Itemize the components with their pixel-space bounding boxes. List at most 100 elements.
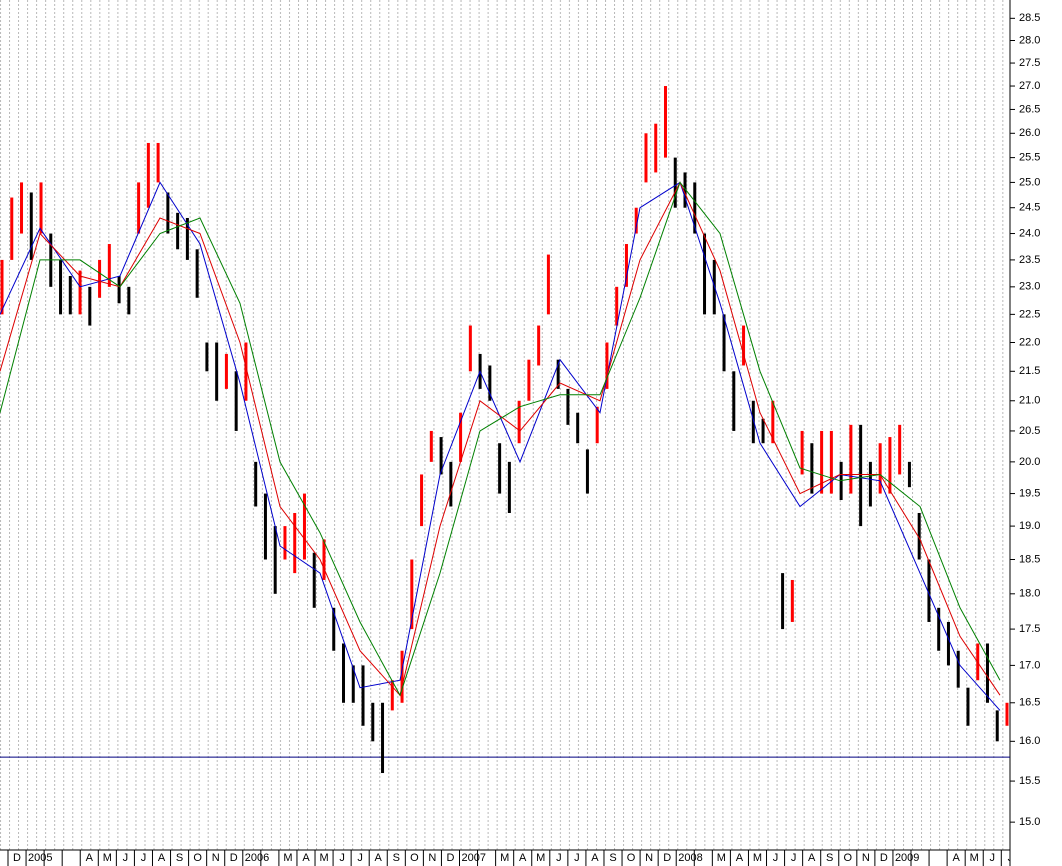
price-bar bbox=[459, 412, 463, 462]
price-bar bbox=[205, 342, 209, 372]
price-bar bbox=[185, 217, 189, 260]
price-bar bbox=[312, 552, 316, 608]
x-axis-labels: D 2005 A M J J A S O N D 2006 M A M J J A S O N D 2007 M A M J J A S O… bbox=[7, 850, 1010, 866]
x-tick-label: O bbox=[193, 852, 202, 864]
price-bar bbox=[546, 254, 550, 315]
y-tick-label: 25.5 bbox=[1019, 152, 1040, 164]
price-bar bbox=[10, 197, 14, 260]
x-tick-label: 2009 bbox=[895, 852, 919, 864]
x-tick-label: M bbox=[717, 852, 726, 864]
price-bar bbox=[420, 474, 424, 527]
price-bar bbox=[137, 182, 141, 234]
x-tick-label: A bbox=[591, 852, 599, 864]
price-bar bbox=[146, 142, 150, 208]
price-bar bbox=[283, 526, 287, 560]
x-tick-label: D bbox=[13, 852, 21, 864]
price-bar bbox=[498, 443, 502, 494]
x-tick-label: A bbox=[158, 852, 166, 864]
price-bar bbox=[742, 325, 746, 366]
x-tick-label: J bbox=[123, 852, 129, 864]
y-tick-label: 28.5 bbox=[1019, 12, 1040, 24]
y-tick-label: 23.5 bbox=[1019, 254, 1040, 266]
price-bar bbox=[995, 710, 999, 742]
price-bar bbox=[20, 182, 24, 234]
x-tick-label: J bbox=[357, 852, 363, 864]
price-bar bbox=[888, 437, 892, 494]
x-tick-label: A bbox=[519, 852, 527, 864]
x-tick-label: N bbox=[645, 852, 653, 864]
price-bar bbox=[254, 461, 258, 507]
price-bar bbox=[761, 418, 765, 444]
x-tick-label: N bbox=[862, 852, 870, 864]
x-tick-label: J bbox=[339, 852, 345, 864]
y-tick-label: 18.0 bbox=[1019, 588, 1040, 600]
price-bar bbox=[59, 259, 63, 315]
price-bar bbox=[517, 400, 521, 444]
moving-average bbox=[0, 181, 1001, 697]
price-bar bbox=[468, 325, 472, 372]
price-bar bbox=[966, 687, 970, 726]
y-tick-label: 21.0 bbox=[1019, 395, 1040, 407]
price-bar bbox=[381, 702, 385, 774]
x-tick-label: 2008 bbox=[678, 852, 702, 864]
price-bar bbox=[449, 461, 453, 507]
x-tick-label: A bbox=[952, 852, 960, 864]
price-bar bbox=[488, 365, 492, 401]
x-tick-label: A bbox=[808, 852, 816, 864]
price-bar bbox=[195, 249, 199, 298]
x-tick-label: S bbox=[393, 852, 400, 864]
x-tick-label: D bbox=[880, 852, 888, 864]
price-bar bbox=[820, 430, 824, 494]
price-bar bbox=[615, 286, 619, 326]
y-tick-label: 25.0 bbox=[1019, 176, 1040, 188]
y-tick-label: 22.0 bbox=[1019, 336, 1040, 348]
price-bar bbox=[634, 207, 638, 234]
price-bar bbox=[293, 512, 297, 574]
moving-average bbox=[0, 181, 1001, 711]
x-tick-label: N bbox=[428, 852, 436, 864]
y-tick-label: 21.5 bbox=[1019, 365, 1040, 377]
price-bar bbox=[800, 430, 804, 475]
price-bar bbox=[176, 212, 180, 250]
x-tick-label: O bbox=[844, 852, 853, 864]
x-tick-label: J bbox=[141, 852, 147, 864]
moving-average bbox=[0, 181, 1001, 697]
price-bar bbox=[88, 286, 92, 326]
price-bar bbox=[605, 342, 609, 389]
price-bar bbox=[585, 449, 589, 494]
price-bar bbox=[790, 579, 794, 622]
x-tick-label: A bbox=[86, 852, 94, 864]
x-tick-label: S bbox=[826, 852, 833, 864]
price-bar bbox=[429, 430, 433, 462]
price-bar bbox=[693, 182, 697, 234]
y-tick-label: 20.5 bbox=[1019, 425, 1040, 437]
x-tick-label: M bbox=[319, 852, 328, 864]
price-bar bbox=[244, 342, 248, 401]
price-bar bbox=[400, 650, 404, 703]
x-tick-label: A bbox=[375, 852, 383, 864]
price-bar bbox=[410, 559, 414, 630]
price-bar bbox=[117, 275, 121, 304]
price-bar bbox=[273, 526, 277, 594]
price-bar bbox=[68, 275, 72, 315]
price-bar bbox=[556, 359, 560, 389]
x-tick-label: J bbox=[990, 852, 996, 864]
price-bar bbox=[898, 424, 902, 475]
x-tick-label: N bbox=[212, 852, 220, 864]
price-bar bbox=[946, 621, 950, 666]
x-tick-label: A bbox=[302, 852, 310, 864]
price-bar bbox=[878, 443, 882, 494]
price-bar bbox=[361, 665, 365, 726]
y-tick-label: 17.5 bbox=[1019, 623, 1040, 635]
x-tick-label: A bbox=[736, 852, 744, 864]
price-bar bbox=[507, 461, 511, 513]
x-tick-label: O bbox=[627, 852, 636, 864]
x-tick-label: 2007 bbox=[462, 852, 486, 864]
x-tick-label: J bbox=[791, 852, 797, 864]
price-bar bbox=[78, 270, 82, 315]
price-bar bbox=[829, 430, 833, 494]
x-tick-label: M bbox=[970, 852, 979, 864]
price-bar bbox=[39, 182, 43, 234]
price-bar bbox=[29, 192, 33, 260]
